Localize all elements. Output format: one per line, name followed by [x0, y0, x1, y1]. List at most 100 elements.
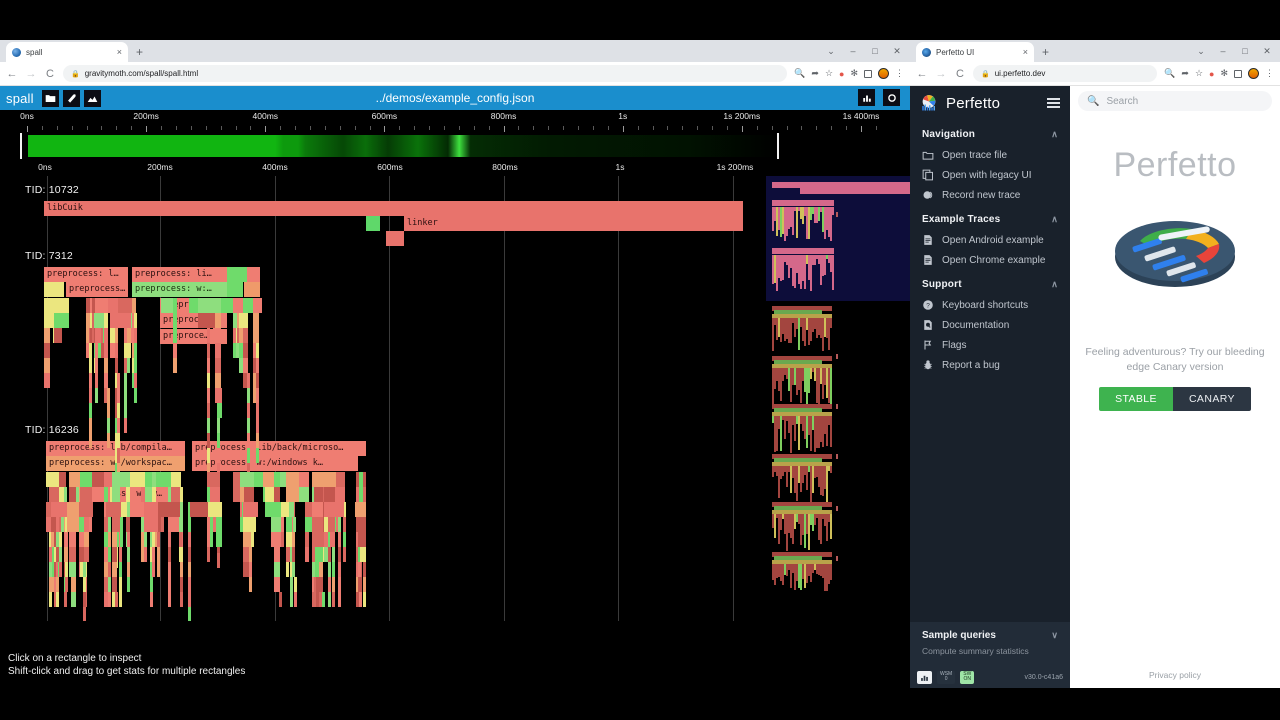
flame-block[interactable] [115, 343, 118, 358]
flame-block[interactable] [59, 517, 62, 532]
flame-block[interactable] [56, 517, 59, 532]
flame-block[interactable] [56, 592, 59, 607]
flame-block[interactable] [208, 313, 215, 328]
flame-block[interactable] [118, 313, 131, 328]
flame-block[interactable] [101, 328, 104, 343]
minimap-thread[interactable] [772, 454, 832, 503]
flame-block[interactable] [338, 547, 341, 562]
flame-block[interactable] [127, 517, 130, 532]
browser-tab-perfetto[interactable]: Perfetto UI × [916, 42, 1034, 62]
flame-block[interactable] [49, 562, 52, 577]
flame-block[interactable] [363, 577, 366, 592]
flame-block[interactable] [249, 562, 252, 577]
flame-block[interactable] [305, 532, 309, 547]
flame-block[interactable] [124, 403, 127, 418]
flame-block[interactable] [104, 373, 108, 388]
flame-block[interactable] [134, 328, 137, 343]
flame-block[interactable] [54, 547, 57, 562]
flame-block[interactable] [305, 547, 309, 562]
flame-block[interactable] [117, 433, 120, 448]
flame-block[interactable] [328, 592, 331, 607]
flame-block[interactable] [243, 328, 248, 343]
flame-block[interactable] [120, 517, 123, 532]
flame-block[interactable] [217, 463, 220, 478]
flame-block[interactable] [141, 547, 144, 562]
flame-block[interactable] [256, 418, 259, 433]
flame-block[interactable] [281, 517, 284, 532]
flame-block[interactable] [243, 562, 249, 577]
flame-block[interactable] [207, 517, 210, 532]
flame-block[interactable] [281, 502, 289, 517]
flame-block[interactable] [118, 298, 132, 313]
flame-block[interactable] [106, 502, 121, 517]
flame-block[interactable] [71, 592, 76, 607]
flame-block[interactable] [49, 532, 52, 547]
flame-block[interactable] [168, 517, 179, 532]
flame-block[interactable] [180, 592, 183, 607]
sample-queries-section[interactable]: Sample queries ∨ Compute summary statist… [910, 622, 1070, 666]
reload-button[interactable]: C [46, 67, 54, 80]
flame-block[interactable] [168, 532, 171, 547]
search-input[interactable]: 🔍 Search [1078, 91, 1272, 111]
flame-block[interactable] [158, 517, 161, 532]
flame-block[interactable] [247, 267, 260, 282]
flame-block[interactable] [314, 577, 317, 592]
flame-block[interactable] [117, 463, 120, 478]
flame-block[interactable] [207, 487, 210, 502]
flame-block[interactable] [356, 547, 359, 562]
flame-block[interactable] [112, 532, 117, 547]
flame-block[interactable] [256, 448, 259, 463]
flame-block[interactable] [157, 532, 160, 547]
flame-block[interactable] [124, 328, 127, 343]
flame-block[interactable] [274, 577, 280, 592]
forward-button[interactable]: → [25, 67, 37, 80]
flame-block[interactable] [44, 313, 54, 328]
flame-block[interactable] [294, 592, 297, 607]
flame-block[interactable] [51, 517, 56, 532]
flame-block[interactable] [115, 403, 118, 418]
flame-block[interactable] [363, 472, 366, 487]
flame-block[interactable] [207, 463, 210, 478]
flame-block[interactable] [322, 592, 325, 607]
hamburger-icon[interactable] [1047, 98, 1060, 108]
sample-queries-header[interactable]: Sample queries ∨ [922, 630, 1058, 641]
flame-block[interactable] [233, 487, 240, 502]
flame-block[interactable] [83, 577, 86, 592]
sidebar-item-keyboard-shortcuts[interactable]: ? Keyboard shortcuts [910, 295, 1070, 315]
flame-block[interactable] [49, 487, 59, 502]
flame-block[interactable] [312, 502, 323, 517]
new-tab-button[interactable]: + [1042, 45, 1050, 59]
flame-block[interactable] [356, 517, 359, 532]
flame-block[interactable] [188, 577, 191, 592]
flame-block[interactable] [59, 547, 62, 562]
flame-block[interactable] [104, 388, 107, 403]
flame-block[interactable] [198, 313, 208, 328]
flame-block[interactable] [215, 388, 219, 403]
flame-block[interactable] [168, 547, 171, 562]
flame-block[interactable] [338, 577, 341, 592]
flame-block[interactable] [95, 343, 98, 358]
sidebar-item-open-with-legacy-ui[interactable]: Open with legacy UI [910, 165, 1070, 185]
flame-block[interactable] [274, 487, 280, 502]
flame-block[interactable] [89, 343, 92, 358]
flame-block[interactable] [49, 547, 52, 562]
back-button[interactable]: ← [916, 67, 928, 80]
flame-block[interactable] [98, 487, 104, 502]
flame-block[interactable]: preprocess: li… [132, 267, 227, 282]
flame-block[interactable] [86, 298, 90, 313]
minimize-button[interactable]: – [850, 46, 856, 56]
flame-block[interactable] [274, 547, 280, 562]
zoom-icon[interactable]: 🔍 [794, 68, 806, 78]
flame-block[interactable] [305, 517, 312, 532]
flame-block[interactable] [330, 532, 335, 547]
flame-block[interactable] [126, 487, 130, 502]
flame-block[interactable] [83, 607, 86, 621]
flame-block[interactable] [104, 547, 108, 562]
flame-block[interactable] [363, 487, 366, 502]
flame-block[interactable] [104, 517, 108, 532]
viewport-handle-right[interactable] [777, 133, 779, 159]
sidebar-item-report-a-bug[interactable]: Report a bug [910, 355, 1070, 375]
flame-block[interactable] [233, 472, 240, 487]
flame-block[interactable] [359, 472, 363, 487]
flame-block[interactable] [104, 328, 108, 343]
